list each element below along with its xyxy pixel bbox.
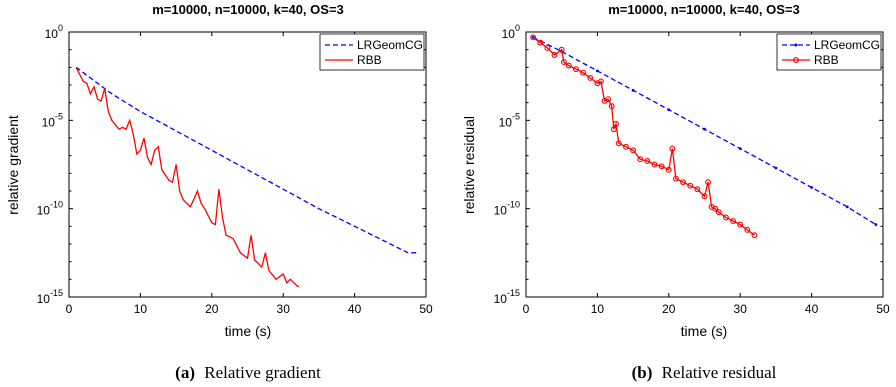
data-point-rbb-b — [598, 78, 604, 85]
data-point-rbb-b — [544, 44, 551, 51]
data-point-rbb-b — [687, 182, 694, 189]
legend-label-lrgeomcg-b: LRGeomCG — [814, 38, 880, 52]
y-axis-label-b: relative residual — [461, 116, 477, 214]
data-point-rbb-b — [613, 120, 619, 127]
data-point-lrgeomcg-b — [845, 205, 849, 209]
x-axis-label-a: time (s) — [225, 323, 272, 339]
series-layer-b — [530, 34, 878, 239]
data-point-rbb-b — [672, 175, 679, 182]
x-axis-label-b: time (s) — [681, 323, 728, 339]
data-point-rbb-b — [608, 103, 615, 110]
data-point-rbb-b — [637, 156, 644, 163]
data-point-rbb-b — [615, 140, 622, 147]
x-tick-label-a: 0 — [66, 302, 73, 316]
caption-a: (a) Relative gradient — [175, 363, 321, 382]
x-tick-label-b: 0 — [523, 302, 530, 316]
data-point-rbb-b — [605, 96, 612, 103]
data-point-rbb-b — [722, 214, 729, 221]
data-point-rbb-b — [665, 166, 672, 173]
ticks-a: 0 10 20 30 40 50 100 10-5 10-10 10-15 — [37, 23, 433, 316]
y-tick-label-b: 10-10 — [494, 200, 520, 218]
caption-label-b: (b) — [632, 363, 653, 382]
data-point-rbb-b — [715, 209, 722, 216]
data-point-rbb-b — [560, 59, 567, 65]
x-tick-label-a: 10 — [134, 302, 148, 316]
plot-frame-a — [68, 31, 427, 298]
data-point-rbb-b — [587, 75, 594, 81]
x-tick-label-b: 40 — [805, 302, 819, 316]
y-tick-label-b: 10-5 — [499, 111, 520, 129]
caption-text-b: Relative residual — [662, 363, 777, 382]
panel-relative-gradient: m=10000, n=10000, k=40, OS=3 0 10 20 30 40 50… — [5, 2, 433, 382]
x-tick-label-a: 30 — [277, 302, 291, 316]
data-point-rbb-b — [694, 186, 701, 193]
y-tick-label-a: 10-15 — [37, 288, 63, 306]
x-tick-label-b: 10 — [591, 302, 605, 316]
data-point-lrgeomcg-b — [631, 88, 635, 92]
legend-label-rbb-a: RBB — [357, 53, 382, 67]
x-tick-label-b: 50 — [876, 302, 890, 316]
data-point-lrgeomcg-b — [596, 69, 599, 73]
data-point-rbb-b — [705, 179, 712, 186]
y-tick-label-b: 100 — [502, 23, 520, 41]
data-point-rbb-b — [623, 143, 629, 150]
plot-frame-b — [525, 31, 884, 298]
x-tick-label-b: 20 — [662, 302, 676, 316]
data-point-rbb-b — [644, 158, 651, 164]
caption-text-a: Relative gradient — [204, 363, 321, 382]
data-point-rbb-b — [537, 39, 544, 46]
data-point-rbb-b — [737, 221, 744, 228]
data-point-lrgeomcg-b — [738, 147, 742, 151]
legend-marker-rbb-b — [793, 57, 799, 63]
data-point-rbb-b — [712, 205, 719, 212]
data-point-rbb-b — [530, 34, 537, 41]
data-point-rbb-b — [630, 147, 637, 154]
data-point-rbb-b — [744, 226, 751, 233]
ticks-b: 0 10 20 30 40 50 100 10-5 10-10 10-15 — [494, 23, 890, 316]
series-line-rbb-a — [75, 67, 299, 288]
data-point-rbb-b — [651, 161, 658, 168]
data-point-lrgeomcg-b — [703, 127, 706, 131]
x-tick-label-b: 30 — [734, 302, 748, 316]
data-point-rbb-b — [558, 46, 565, 53]
data-point-lrgeomcg-b — [874, 223, 878, 226]
legend-label-lrgeomcg-a: LRGeomCG — [357, 38, 423, 52]
legend-label-rbb-b: RBB — [814, 53, 839, 67]
chart-title-b: m=10000, n=10000, k=40, OS=3 — [608, 2, 800, 17]
y-tick-label-a: 10-5 — [42, 111, 63, 129]
data-point-rbb-b — [565, 62, 572, 69]
legend-box-a — [319, 33, 425, 71]
data-point-lrgeomcg-b — [774, 166, 778, 170]
series-layer-a — [75, 66, 419, 288]
legend-marker-lrgeomcg-b — [794, 43, 798, 47]
x-tick-label-a: 40 — [348, 302, 362, 316]
caption-b: (b) Relative residual — [632, 363, 777, 382]
data-point-rbb-b — [580, 69, 587, 76]
data-point-rbb-b — [610, 126, 617, 133]
y-axis-label-a: relative gradient — [5, 115, 21, 215]
y-tick-label-a: 10-10 — [37, 200, 63, 218]
x-tick-label-a: 50 — [419, 302, 433, 316]
panel-relative-residual: m=10000, n=10000, k=40, OS=3 0 10 20 30 40 50… — [461, 2, 890, 382]
chart-title-a: m=10000, n=10000, k=40, OS=3 — [152, 2, 344, 17]
legend-box-b — [776, 33, 882, 71]
data-point-rbb-b — [573, 66, 579, 73]
data-point-rbb-b — [680, 179, 687, 186]
caption-label-a: (a) — [175, 363, 195, 382]
data-point-lrgeomcg-b — [667, 108, 671, 112]
x-tick-label-a: 20 — [205, 302, 219, 316]
series-line-lrgeomcg-a — [75, 66, 419, 254]
data-point-rbb-b — [669, 145, 676, 152]
data-point-rbb-b — [730, 218, 737, 224]
data-point-rbb-b — [701, 193, 708, 200]
y-tick-label-a: 100 — [45, 23, 63, 41]
data-point-rbb-b — [551, 52, 558, 58]
data-point-rbb-b — [658, 163, 665, 170]
data-point-lrgeomcg-b — [810, 186, 813, 189]
y-tick-label-b: 10-15 — [494, 288, 520, 306]
data-point-rbb-b — [751, 232, 758, 239]
